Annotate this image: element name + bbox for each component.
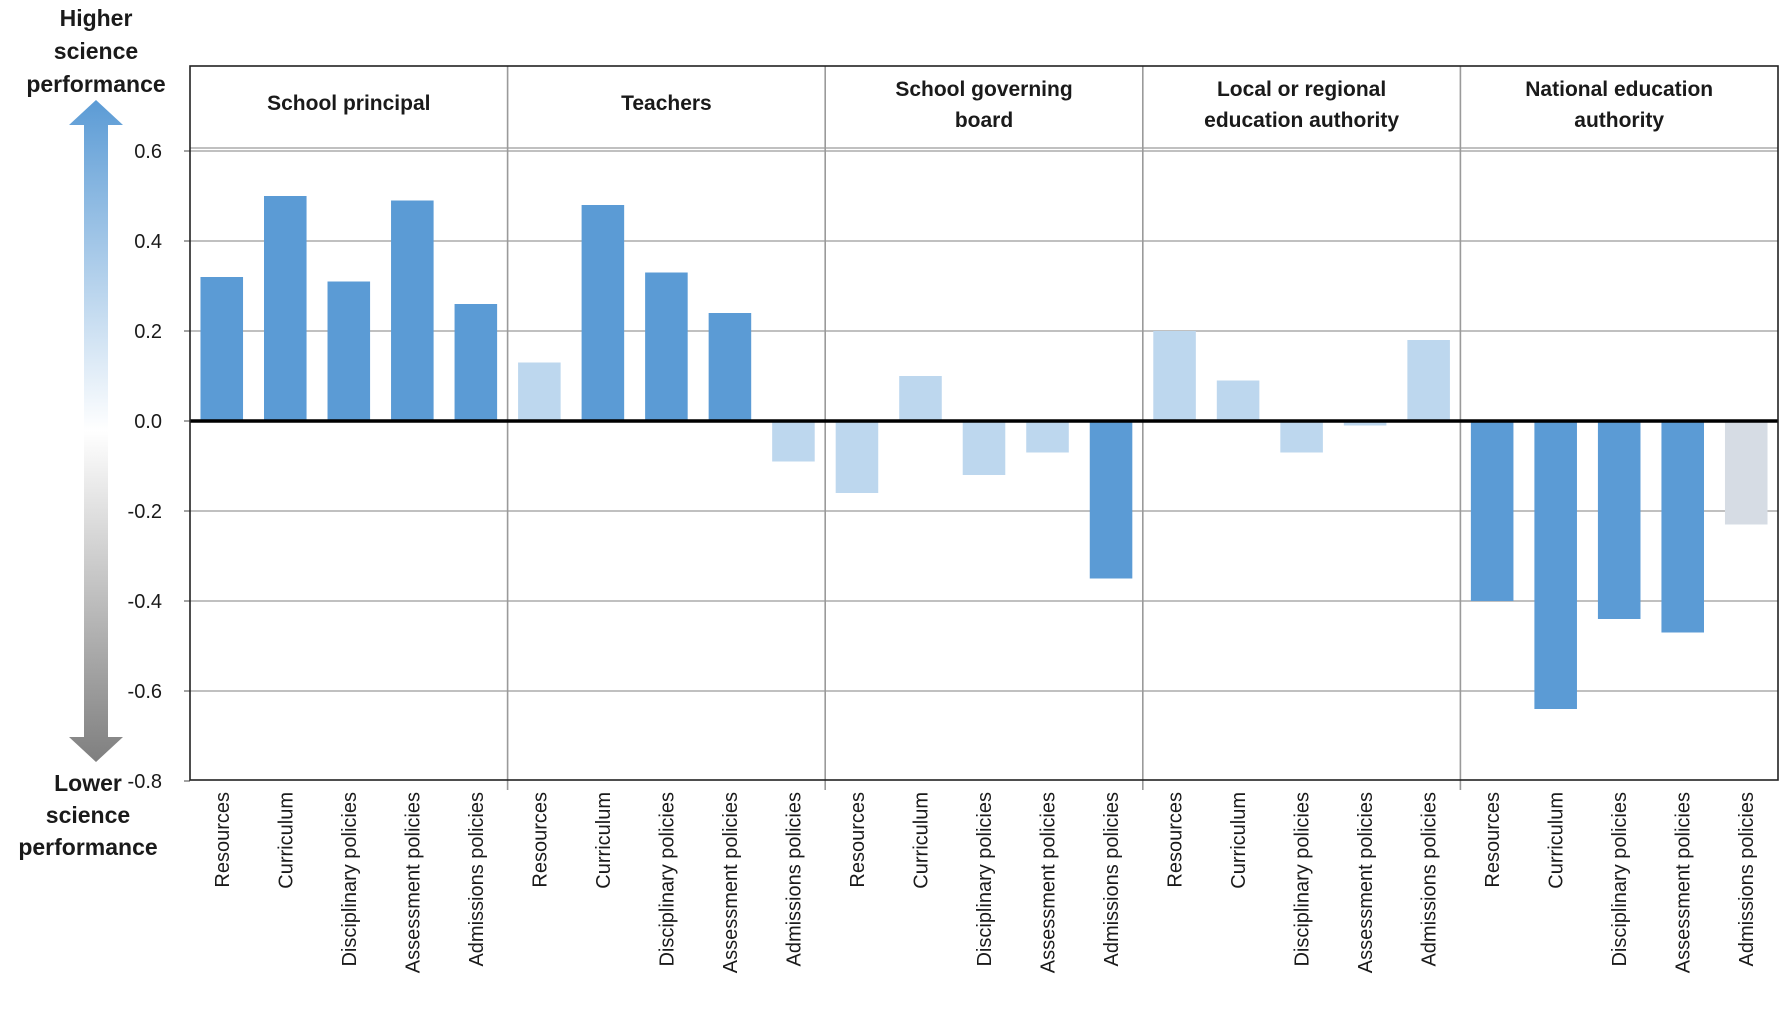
x-tick-label: Curriculum xyxy=(593,792,615,889)
y-tick-label: -0.8 xyxy=(128,771,162,793)
y-tick-label: 0.4 xyxy=(134,231,162,253)
bar xyxy=(708,313,752,421)
bar xyxy=(772,421,815,462)
x-tick-label: Assessment policies xyxy=(1038,792,1060,973)
x-tick-label: Resources xyxy=(529,792,551,888)
x-tick-label: Disciplinary policies xyxy=(974,792,996,967)
bar xyxy=(1724,421,1768,525)
bar xyxy=(1661,421,1704,633)
bar xyxy=(1216,380,1260,421)
x-tick-label: Resources xyxy=(212,792,234,888)
bar xyxy=(1089,421,1133,579)
bar xyxy=(899,376,942,421)
group-title: Local or regional xyxy=(1217,78,1386,101)
x-tick-label: Admissions policies xyxy=(1419,792,1441,967)
bar xyxy=(1597,421,1641,619)
higher-performance-label: performance xyxy=(26,71,165,97)
bar xyxy=(835,421,879,493)
bar xyxy=(581,205,625,421)
bar xyxy=(264,196,307,421)
group-title: National education xyxy=(1525,78,1713,101)
bar xyxy=(518,362,561,421)
bar xyxy=(454,304,498,421)
y-tick-label: -0.6 xyxy=(128,681,162,703)
group-title: Teachers xyxy=(621,92,712,115)
higher-performance-label: Higher xyxy=(60,5,133,31)
group-title: education authority xyxy=(1204,109,1399,132)
x-tick-label: Admissions policies xyxy=(1101,792,1123,967)
y-tick-label: 0.0 xyxy=(134,411,162,433)
y-tick-label: 0.6 xyxy=(134,141,162,163)
higher-performance-label: science xyxy=(54,38,138,64)
group-title: School principal xyxy=(267,92,430,115)
x-tick-label: Assessment policies xyxy=(402,792,424,973)
x-tick-label: Resources xyxy=(1165,792,1187,888)
x-tick-label: Assessment policies xyxy=(720,792,742,973)
x-tick-label: Curriculum xyxy=(910,792,932,889)
bar xyxy=(327,281,371,421)
bars xyxy=(200,196,1768,709)
vertical-arrow xyxy=(69,100,123,762)
x-tick-label: Assessment policies xyxy=(1355,792,1377,973)
x-tick-label: Admissions policies xyxy=(1736,792,1758,967)
x-tick-label: Curriculum xyxy=(1546,792,1568,889)
plot-frame xyxy=(184,65,1779,790)
bar xyxy=(1153,331,1196,421)
bar xyxy=(200,277,244,421)
bar xyxy=(1470,421,1514,601)
bar xyxy=(1534,421,1577,709)
y-tick-label: -0.4 xyxy=(128,591,162,613)
bar xyxy=(1343,421,1387,426)
x-tick-label: Disciplinary policies xyxy=(656,792,678,967)
group-title: board xyxy=(955,109,1013,132)
labels: 0.6 0.4 0.2 0.0 -0.2 -0.4 -0.6 -0.8 School princ… xyxy=(18,5,1758,973)
x-tick-label: Disciplinary policies xyxy=(339,792,361,967)
bar xyxy=(391,200,434,421)
double-arrow-icon xyxy=(69,100,123,762)
x-tick-label: Admissions policies xyxy=(466,792,488,967)
x-tick-label: Curriculum xyxy=(275,792,297,889)
y-tick-label: 0.2 xyxy=(134,321,162,343)
x-tick-label: Admissions policies xyxy=(783,792,805,967)
y-tick-label: -0.2 xyxy=(128,501,162,523)
x-tick-label: Resources xyxy=(1482,792,1504,888)
lower-performance-label: science xyxy=(46,802,130,828)
x-tick-label: Disciplinary policies xyxy=(1609,792,1631,967)
group-title: School governing xyxy=(895,78,1072,101)
bar xyxy=(1026,421,1069,453)
group-title: authority xyxy=(1574,109,1664,132)
lower-performance-label: performance xyxy=(18,834,157,860)
x-tick-label: Disciplinary policies xyxy=(1292,792,1314,967)
bar xyxy=(1280,421,1323,453)
x-tick-label: Curriculum xyxy=(1228,792,1250,889)
x-tick-label: Resources xyxy=(847,792,869,888)
bar xyxy=(1407,340,1450,421)
plot-border xyxy=(189,65,1779,781)
bar xyxy=(962,421,1006,475)
bar xyxy=(645,272,688,421)
lower-performance-label: Lower xyxy=(54,770,122,796)
x-tick-label: Assessment policies xyxy=(1673,792,1695,973)
